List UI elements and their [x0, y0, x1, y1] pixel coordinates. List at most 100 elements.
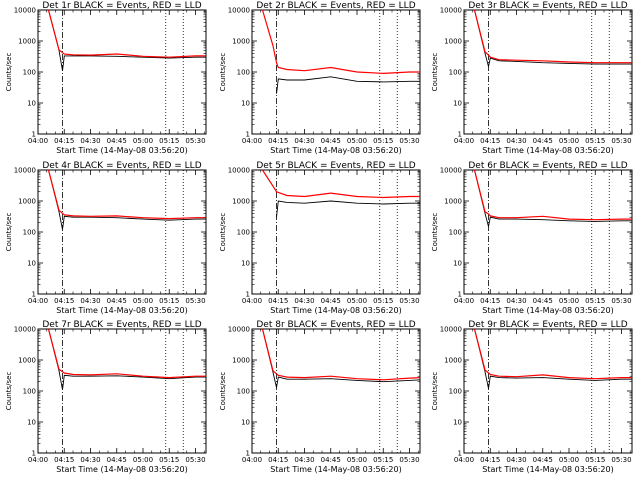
series-line-black-events — [48, 169, 206, 230]
panel-title: Det 7r BLACK = Events, RED = LLD — [42, 320, 201, 330]
y-tick-label: 10 — [453, 100, 462, 108]
panel-det-4: Det 4r BLACK = Events, RED = LLD 1 10 100 10… — [5, 161, 207, 315]
series-line-black-events — [48, 9, 206, 71]
x-tick-label: 05:00 — [347, 297, 367, 305]
x-tick-label: 04:45 — [107, 297, 127, 305]
series-line-black-events — [276, 76, 420, 94]
y-tick-label: 10000 — [440, 326, 462, 334]
y-tick-label: 10 — [241, 419, 250, 427]
x-tick-label: 05:15 — [159, 297, 179, 305]
series-line-red-lld — [473, 169, 632, 221]
y-tick-label: 10000 — [228, 326, 250, 334]
x-tick-label: 05:00 — [347, 137, 367, 145]
y-axis-label: Counts/sec — [219, 53, 227, 92]
y-tick-label: 1000 — [444, 38, 462, 46]
y-tick-label: 100 — [449, 388, 462, 396]
y-tick-label: 1 — [246, 131, 250, 139]
x-tick-label: 05:00 — [133, 456, 153, 464]
y-tick-label: 1 — [32, 450, 36, 458]
series-line-black-events — [262, 328, 421, 388]
y-tick-label: 100 — [237, 229, 250, 237]
x-tick-label: 04:00 — [242, 137, 262, 145]
x-axis-label: Start Time (14-May-08 03:56:20) — [482, 465, 613, 474]
panel-title: Det 1r BLACK = Events, RED = LLD — [42, 1, 201, 11]
series-line-red-lld — [261, 9, 420, 75]
x-tick-label: 04:00 — [454, 297, 474, 305]
panel-title: Det 6r BLACK = Events, RED = LLD — [468, 161, 627, 171]
x-tick-label: 05:15 — [159, 137, 179, 145]
series-line-red-lld — [47, 328, 206, 379]
series-line-black-events — [48, 328, 206, 390]
y-tick-label: 10000 — [14, 326, 36, 334]
plot-frame — [251, 169, 421, 295]
y-axis-label: Counts/sec — [431, 53, 439, 92]
x-tick-label: 04:15 — [480, 456, 500, 464]
plot-frame — [463, 169, 633, 295]
x-tick-label: 04:15 — [268, 137, 288, 145]
plot-frame — [37, 328, 207, 454]
x-axis-label: Start Time (14-May-08 03:56:20) — [56, 465, 187, 474]
x-tick-label: 05:30 — [185, 297, 205, 305]
panel-det-6: Det 6r BLACK = Events, RED = LLD 1 10 100 10… — [431, 161, 633, 315]
panel-title: Det 9r BLACK = Events, RED = LLD — [468, 320, 627, 330]
panel-det-5: Det 5r BLACK = Events, RED = LLD 1 10 100 10… — [219, 161, 421, 315]
y-axis-label: Counts/sec — [5, 53, 13, 92]
panel-title: Det 3r BLACK = Events, RED = LLD — [468, 1, 627, 11]
y-tick-label: 10 — [453, 260, 462, 268]
panel-det-3: Det 3r BLACK = Events, RED = LLD 1 10 100 10… — [431, 1, 633, 155]
y-tick-label: 1 — [458, 291, 462, 299]
y-axis-label: Counts/sec — [219, 213, 227, 252]
series-line-black-events — [276, 200, 420, 218]
panel-title: Det 5r BLACK = Events, RED = LLD — [256, 161, 415, 171]
series-line-black-events — [474, 328, 632, 389]
plot-frame — [37, 169, 207, 295]
x-tick-label: 04:30 — [506, 137, 526, 145]
x-tick-label: 05:30 — [399, 456, 419, 464]
x-tick-label: 05:00 — [559, 297, 579, 305]
x-tick-label: 05:30 — [611, 297, 631, 305]
x-axis-label: Start Time (14-May-08 03:56:20) — [270, 465, 401, 474]
y-tick-label: 100 — [23, 229, 36, 237]
x-axis-label: Start Time (14-May-08 03:56:20) — [482, 306, 613, 315]
x-tick-label: 04:45 — [321, 456, 341, 464]
y-axis-label: Counts/sec — [431, 372, 439, 411]
x-tick-label: 04:45 — [533, 297, 553, 305]
x-tick-label: 05:15 — [159, 456, 179, 464]
x-tick-label: 04:30 — [80, 137, 100, 145]
panel-title: Det 8r BLACK = Events, RED = LLD — [256, 320, 415, 330]
x-tick-label: 05:15 — [373, 137, 393, 145]
x-tick-label: 04:15 — [480, 137, 500, 145]
x-tick-label: 04:00 — [28, 297, 48, 305]
series-line-red-lld — [261, 328, 421, 381]
y-tick-label: 10 — [27, 419, 36, 427]
x-tick-label: 04:00 — [242, 456, 262, 464]
y-tick-label: 10000 — [14, 167, 36, 175]
y-tick-label: 100 — [449, 69, 462, 77]
x-tick-label: 05:15 — [373, 456, 393, 464]
series-line-black-events — [474, 169, 632, 227]
x-tick-label: 04:00 — [28, 137, 48, 145]
x-tick-label: 04:15 — [268, 297, 288, 305]
y-tick-label: 1000 — [18, 198, 36, 206]
y-tick-label: 1000 — [18, 38, 36, 46]
y-axis-label: Counts/sec — [431, 213, 439, 252]
x-tick-label: 04:15 — [268, 456, 288, 464]
x-tick-label: 04:30 — [506, 456, 526, 464]
x-tick-label: 04:15 — [54, 456, 74, 464]
panel-det-8: Det 8r BLACK = Events, RED = LLD 1 10 100 10… — [219, 320, 421, 474]
y-tick-label: 1000 — [232, 38, 250, 46]
y-tick-label: 100 — [237, 388, 250, 396]
series-line-red-lld — [473, 328, 632, 380]
x-tick-label: 05:15 — [585, 456, 605, 464]
x-tick-label: 05:00 — [133, 297, 153, 305]
y-tick-label: 1 — [458, 131, 462, 139]
x-tick-label: 05:15 — [585, 297, 605, 305]
y-axis-label: Counts/sec — [219, 372, 227, 411]
x-tick-label: 04:00 — [454, 456, 474, 464]
x-tick-label: 04:45 — [107, 456, 127, 464]
panel-det-9: Det 9r BLACK = Events, RED = LLD 1 10 100 10… — [431, 320, 633, 474]
x-tick-label: 05:30 — [399, 137, 419, 145]
x-axis-label: Start Time (14-May-08 03:56:20) — [56, 306, 187, 315]
y-axis-label: Counts/sec — [5, 213, 13, 252]
